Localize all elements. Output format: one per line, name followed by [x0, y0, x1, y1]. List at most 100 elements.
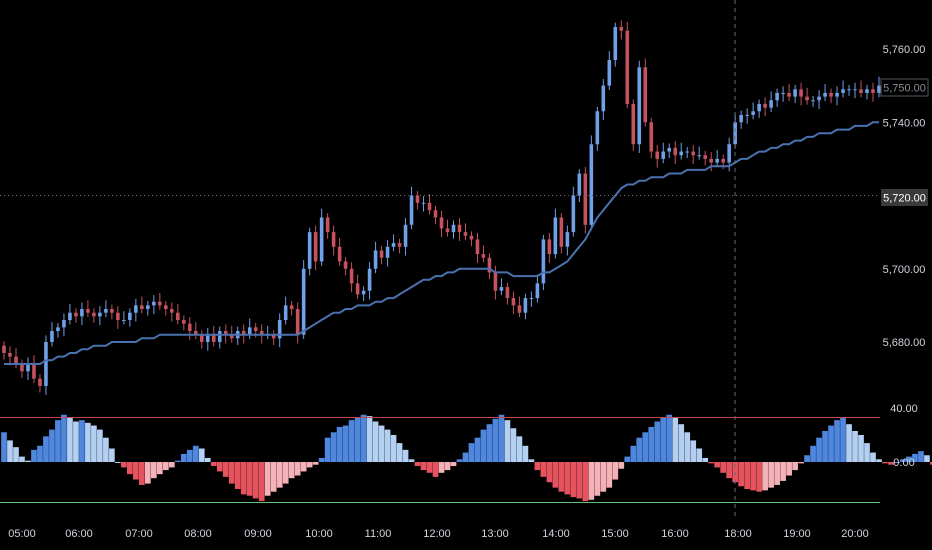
- candle-body: [433, 210, 438, 218]
- oscillator-bar: [360, 414, 367, 462]
- candle-body: [2, 345, 6, 353]
- candle-body: [721, 158, 725, 163]
- candle-body: [685, 151, 690, 153]
- candle-body: [769, 100, 773, 108]
- candle-body: [146, 305, 150, 310]
- oscillator-bar: [162, 462, 169, 471]
- oscillator-bar: [115, 462, 121, 463]
- oscillator-bar: [804, 455, 810, 462]
- candle-body: [541, 239, 546, 284]
- oscillator-bar: [726, 462, 733, 479]
- candle-body: [697, 155, 702, 157]
- oscillator-bar: [109, 448, 115, 462]
- candle-body: [487, 257, 492, 273]
- oscillator-bar: [816, 437, 822, 462]
- candle-body: [319, 217, 324, 262]
- candle-body: [481, 254, 486, 258]
- candle-body: [859, 89, 863, 93]
- candle-body: [739, 114, 743, 123]
- candle-body: [343, 261, 348, 269]
- oscillator-bar: [456, 459, 463, 462]
- time-axis[interactable]: 05:00 06:00 07:00 08:00 09:00 10:00 11:00 12:00…: [8, 528, 869, 540]
- candle-body: [379, 250, 384, 258]
- candle-body: [463, 232, 468, 236]
- time-axis-label: 19:00: [783, 528, 811, 540]
- oscillator-bar: [570, 462, 577, 498]
- oscillator-bar: [624, 456, 631, 462]
- candle-body: [403, 224, 408, 247]
- candle-body: [8, 352, 12, 357]
- candle-body: [301, 268, 306, 335]
- crosshair: [0, 0, 880, 516]
- oscillator-bar: [127, 462, 133, 475]
- candle-body: [607, 59, 612, 86]
- time-axis-label: 20:00: [841, 528, 869, 540]
- candle-body: [625, 30, 630, 104]
- candle-body: [559, 217, 564, 247]
- candle-body: [529, 298, 534, 300]
- oscillator-bar: [834, 420, 840, 462]
- oscillator-bar: [150, 462, 157, 479]
- oscillator-bar: [702, 457, 709, 462]
- candle-body: [152, 301, 156, 306]
- oscillator-pane[interactable]: [0, 414, 932, 503]
- candle-body: [877, 85, 881, 93]
- oscillator-bar: [648, 426, 655, 462]
- time-axis-label: 16:00: [661, 528, 689, 540]
- oscillator-bar: [378, 425, 385, 462]
- oscillator-bar: [402, 449, 409, 462]
- time-axis-label: 09:00: [244, 528, 272, 540]
- candle-body: [397, 243, 402, 247]
- oscillator-bar: [97, 429, 103, 462]
- time-axis-label: 18:00: [724, 528, 752, 540]
- oscillator-bar: [49, 429, 55, 462]
- oscillator-bar: [870, 452, 876, 462]
- candle-body: [181, 320, 186, 324]
- candle-body: [691, 151, 696, 156]
- oscillator-bar: [864, 443, 870, 462]
- price-pane[interactable]: [2, 20, 881, 395]
- time-axis-label: 10:00: [305, 528, 333, 540]
- candle-body: [68, 312, 72, 321]
- time-axis-label: 12:00: [423, 528, 451, 540]
- price-axis[interactable]: 5,760.00 5,740.00 5,720.00 5,700.00 5,680.00: [883, 44, 926, 349]
- oscillator-bar: [588, 462, 595, 500]
- candle-body: [128, 312, 132, 321]
- candle-body: [601, 85, 606, 112]
- candle-body: [589, 144, 594, 225]
- oscillator-bar: [420, 462, 427, 471]
- candle-body: [871, 89, 875, 93]
- oscillator-axis-label: 40.00: [890, 403, 918, 415]
- candle-body: [271, 334, 276, 339]
- candle-body: [661, 151, 666, 159]
- candle-body: [583, 173, 588, 225]
- oscillator-bar: [438, 462, 445, 473]
- time-axis-label: 15:00: [601, 528, 629, 540]
- oscillator-bar: [43, 436, 49, 462]
- candle-body: [505, 287, 510, 299]
- oscillator-bar: [792, 462, 798, 471]
- oscillator-bar: [294, 462, 301, 476]
- oscillator-bar: [282, 462, 289, 484]
- oscillator-bar: [204, 457, 211, 462]
- oscillator-bar: [7, 440, 13, 462]
- candle-body: [445, 228, 450, 233]
- candle-body: [26, 363, 30, 372]
- oscillator-bar: [103, 437, 109, 462]
- oscillator-bar: [312, 462, 319, 465]
- candle-body: [325, 217, 330, 233]
- oscillator-axis[interactable]: 40.00 0.00: [890, 403, 918, 469]
- oscillator-bar: [444, 462, 451, 471]
- candle-body: [50, 331, 54, 342]
- oscillator-bar: [846, 424, 852, 462]
- oscillator-bar: [330, 432, 337, 462]
- candle-body: [823, 92, 827, 97]
- candle-body: [853, 89, 857, 91]
- oscillator-bar: [840, 417, 846, 462]
- oscillator-bar: [918, 451, 924, 462]
- oscillator-bar: [474, 437, 481, 462]
- candle-body: [757, 103, 761, 112]
- oscillator-bar: [738, 462, 745, 487]
- candle-body: [535, 283, 540, 299]
